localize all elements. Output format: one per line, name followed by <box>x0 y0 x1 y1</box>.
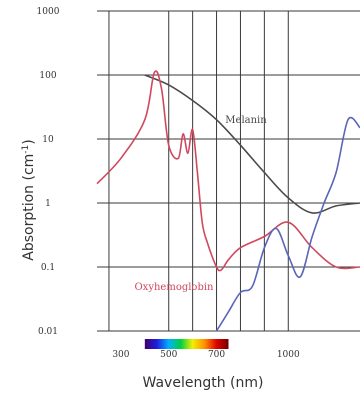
x-tick-label: 300 <box>112 350 129 360</box>
grid <box>97 10 360 332</box>
x-tick-label: 1000 <box>277 350 300 360</box>
melanin-label: Melanin <box>225 115 267 126</box>
y-tick-label: 0.01 <box>38 327 58 337</box>
annotations: Melanin Oxyhemoglobin <box>134 115 267 293</box>
y-tick-label: 10 <box>42 135 54 145</box>
melanin-line <box>144 74 360 214</box>
oxyhemoglobin-line <box>96 70 360 272</box>
y-axis-title-main: Absorption (cm <box>21 154 37 261</box>
y-axis-title-unit-superscript: -1 <box>21 145 31 154</box>
x-axis-ticks: 300 500 700 1000 <box>112 350 300 360</box>
oxyhemoglobin-label: Oxyhemoglobin <box>134 282 214 293</box>
water-line <box>215 116 360 332</box>
y-tick-label: 1000 <box>37 7 60 17</box>
series <box>96 70 360 332</box>
x-tick-label: 700 <box>208 350 225 360</box>
y-tick-label: 1 <box>45 199 51 209</box>
x-axis-title: Wavelength (nm) <box>143 375 264 391</box>
x-tick-label: 500 <box>160 350 177 360</box>
y-axis-ticks: 1000 100 10 1 0.1 0.01 <box>37 7 60 337</box>
y-tick-label: 100 <box>39 71 56 81</box>
y-axis-title: Absorption (cm-1) <box>21 139 37 260</box>
y-tick-label: 0.1 <box>41 263 55 273</box>
visible-spectrum-bar <box>144 339 229 349</box>
y-axis-title-close: ) <box>21 139 37 144</box>
